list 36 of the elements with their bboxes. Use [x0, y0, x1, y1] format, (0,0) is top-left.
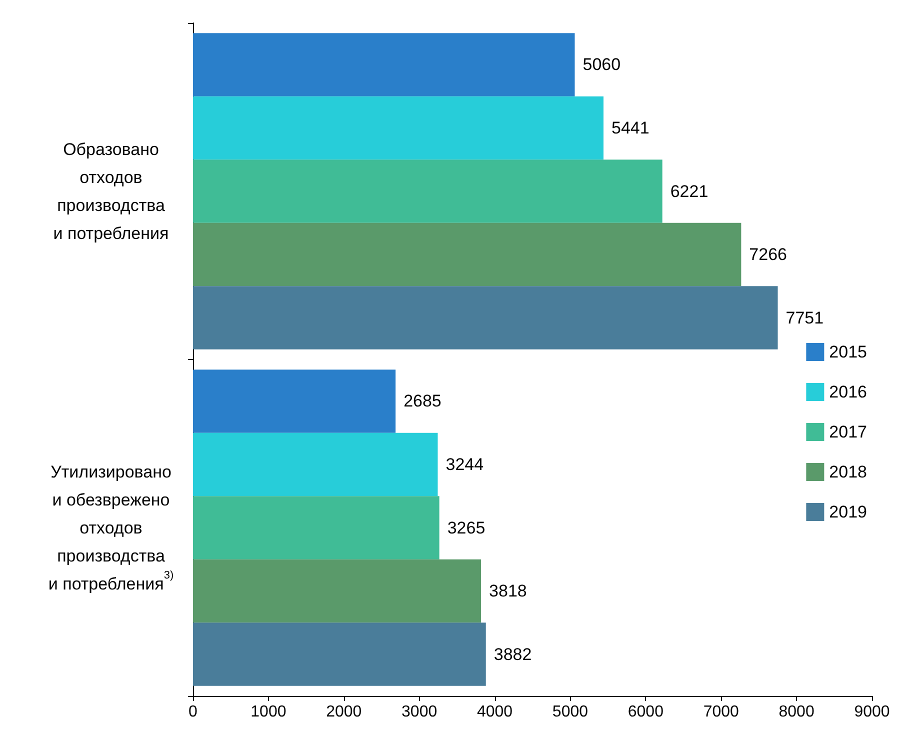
bar [193, 33, 575, 96]
legend-label: 2016 [829, 382, 868, 402]
bar [193, 222, 742, 286]
data-label: 7266 [749, 245, 788, 264]
x-tick-label: 4000 [476, 704, 513, 720]
data-label: 7751 [786, 308, 824, 328]
data-label: 3244 [446, 454, 484, 474]
data-label: 6221 [670, 182, 708, 201]
legend-label: 2019 [829, 502, 868, 522]
data-label: 3265 [447, 518, 486, 538]
x-tick-label: 0 [188, 704, 198, 720]
data-label: 5441 [611, 118, 650, 138]
x-tick-label: 5000 [552, 704, 588, 720]
legend-label: 2018 [829, 462, 868, 482]
bar [193, 286, 778, 350]
y-tick-label: Образовано отходов производства и потребления [53, 140, 169, 243]
x-tick-label: 7000 [703, 704, 740, 720]
bar [193, 432, 438, 496]
data-label: 2685 [404, 392, 442, 411]
bar [193, 370, 396, 433]
bar [193, 496, 440, 560]
x-tick-label: 9000 [854, 704, 890, 720]
x-tick-label: 6000 [628, 704, 664, 720]
data-label: 3882 [494, 644, 532, 664]
data-label: 5060 [582, 55, 621, 74]
legend-label: 2017 [829, 422, 868, 442]
bar [193, 96, 604, 160]
data-label: 3818 [489, 582, 527, 601]
legend-label: 2015 [829, 342, 868, 362]
x-tick-label: 8000 [778, 704, 814, 720]
x-tick-label: 2000 [326, 704, 362, 720]
bar [193, 622, 486, 686]
x-tick-label: 3000 [402, 704, 438, 720]
bar [193, 559, 482, 623]
x-tick-label: 1000 [250, 704, 286, 720]
bar [193, 160, 662, 223]
